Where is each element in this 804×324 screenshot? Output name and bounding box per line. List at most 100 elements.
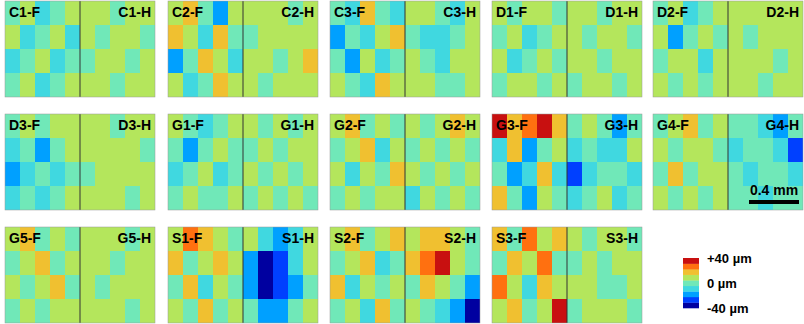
height-cell xyxy=(522,251,538,276)
height-cell xyxy=(50,114,66,139)
height-cell xyxy=(507,73,523,97)
colorbar-axis: +40 µm0 µm-40 µm xyxy=(699,251,752,316)
height-cell xyxy=(465,275,480,300)
height-cell xyxy=(330,49,346,74)
height-cell xyxy=(627,73,642,97)
height-cell xyxy=(405,275,421,300)
height-cell xyxy=(80,25,96,50)
height-cell xyxy=(627,25,642,50)
height-cell xyxy=(258,251,274,276)
height-cell xyxy=(125,299,141,323)
panel-label: G1-F xyxy=(172,117,204,133)
height-cell xyxy=(288,275,304,300)
height-cell xyxy=(743,114,759,139)
height-cell xyxy=(95,186,111,210)
height-cell xyxy=(258,49,274,74)
height-cell xyxy=(183,275,199,300)
height-cell xyxy=(435,251,451,276)
panel-label: D2-H xyxy=(766,4,799,20)
height-cell xyxy=(140,138,155,163)
height-cell xyxy=(653,73,669,97)
height-cell xyxy=(273,299,289,323)
height-cell xyxy=(390,73,406,97)
height-cell xyxy=(288,138,304,163)
height-cell xyxy=(612,73,628,97)
height-cell xyxy=(492,138,508,163)
panel: S1-FS1-H xyxy=(168,227,319,324)
colorbar-tick: +40 µm xyxy=(699,251,752,266)
panel: S3-F S3-H xyxy=(492,227,643,324)
height-cell xyxy=(243,251,259,276)
height-cell xyxy=(582,251,598,276)
height-cell xyxy=(213,73,229,97)
height-cell xyxy=(228,73,244,97)
height-cell xyxy=(183,162,199,187)
height-cell xyxy=(653,49,669,74)
height-cell xyxy=(582,186,598,210)
colorbar-band xyxy=(683,302,699,308)
height-cell xyxy=(420,251,436,276)
height-cell xyxy=(567,1,583,26)
height-cell xyxy=(65,73,81,97)
height-cell xyxy=(258,299,274,323)
panel-label: S3-H xyxy=(606,230,638,246)
height-cell xyxy=(20,251,36,276)
height-cell xyxy=(653,25,669,50)
height-cell xyxy=(405,186,421,210)
height-cell xyxy=(110,162,126,187)
panel-label: S3-F xyxy=(496,230,527,246)
height-cell xyxy=(405,49,421,74)
height-cell xyxy=(80,299,96,323)
height-cell xyxy=(668,25,684,50)
height-cell xyxy=(420,114,436,139)
height-cell xyxy=(582,49,598,74)
height-cell xyxy=(567,186,583,210)
height-cell xyxy=(698,186,714,210)
height-cell xyxy=(20,186,36,210)
height-cell xyxy=(375,299,391,323)
height-cell xyxy=(728,162,744,187)
height-cell xyxy=(375,162,391,187)
divider xyxy=(405,227,406,323)
height-cell xyxy=(627,138,642,163)
height-cell xyxy=(582,162,598,187)
height-cell xyxy=(450,25,466,50)
panel-frame xyxy=(492,227,642,323)
height-cell xyxy=(273,186,289,210)
height-cell xyxy=(567,49,583,74)
height-cell xyxy=(522,138,538,163)
height-cell xyxy=(390,227,406,252)
height-cell xyxy=(258,25,274,50)
height-cell xyxy=(140,49,155,74)
height-cell xyxy=(65,25,81,50)
height-cell xyxy=(375,49,391,74)
height-cell xyxy=(537,49,553,74)
panel-frame xyxy=(168,1,318,97)
height-cell xyxy=(465,25,480,50)
height-cell xyxy=(198,25,214,50)
colorbar-axis-line xyxy=(699,259,700,309)
height-cell xyxy=(507,162,523,187)
colorbar-band xyxy=(683,264,699,270)
height-cell xyxy=(683,73,699,97)
panel-label: G3-H xyxy=(605,117,638,133)
height-cell xyxy=(728,49,744,74)
scale-bar-label: 0.4 mm xyxy=(750,182,798,198)
height-cell xyxy=(5,25,21,50)
height-cell xyxy=(65,299,81,323)
height-cell xyxy=(450,275,466,300)
height-cell xyxy=(243,186,259,210)
height-cell xyxy=(95,25,111,50)
height-cell xyxy=(35,251,51,276)
height-cell xyxy=(582,25,598,50)
divider xyxy=(80,1,81,97)
height-cell xyxy=(420,275,436,300)
height-cell xyxy=(65,114,81,139)
height-cell xyxy=(728,138,744,163)
height-cell xyxy=(330,138,346,163)
height-cell xyxy=(5,275,21,300)
panel-label: D2-F xyxy=(657,4,689,20)
height-cell xyxy=(95,251,111,276)
height-cell xyxy=(773,25,789,50)
panel-label: D3-F xyxy=(9,117,41,133)
